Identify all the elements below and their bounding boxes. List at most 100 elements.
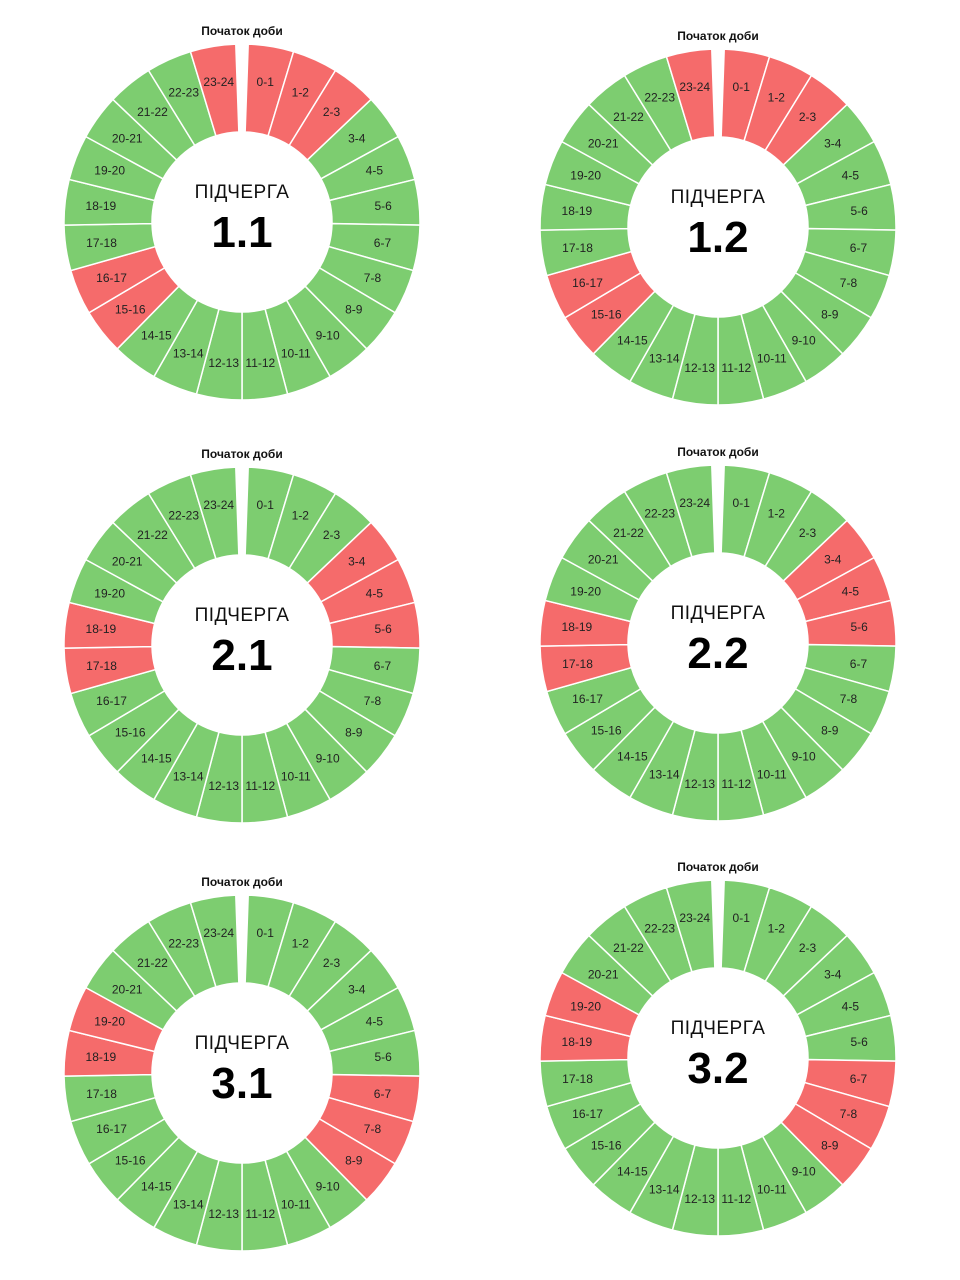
hour-label: 13-14 [649,351,680,365]
hour-label: 19-20 [570,169,601,183]
hour-label: 11-12 [721,361,751,375]
hour-label: 2-3 [799,941,817,955]
hour-label: 19-20 [570,585,601,599]
donut-svg: 0-1 1-2 2-3 3-4 4-5 5-6 6-7 7-8 8-9 9-10 10-11 11-1… [539,29,897,406]
hour-label: 20-21 [112,131,143,145]
hour-label: 7-8 [840,276,858,290]
center-queue-word: ПІДЧЕРГА [671,1018,766,1039]
center-queue-number: 3.1 [211,1059,272,1108]
hour-label: 8-9 [345,303,363,317]
hour-label: 5-6 [374,1050,392,1064]
hour-label: 22-23 [644,922,675,936]
hour-label: 14-15 [141,1179,172,1193]
hour-label: 6-7 [374,1087,392,1101]
start-of-day-label: Початок доби [677,29,758,43]
center-queue-number: 1.1 [211,208,272,257]
hour-label: 16-17 [96,1122,127,1136]
hour-label: 18-19 [86,622,117,636]
hour-label: 16-17 [96,694,127,708]
hour-label: 6-7 [850,657,868,671]
hour-segment-23-24-power [189,894,240,988]
start-of-day-label: Початок доби [201,447,282,461]
hour-label: 23-24 [203,75,234,89]
hour-label: 7-8 [364,1122,382,1136]
hour-label: 14-15 [617,749,648,763]
hour-label: 7-8 [840,692,858,706]
hour-label: 3-4 [348,982,366,996]
hour-label: 0-1 [257,498,275,512]
center-queue-word: ПІДЧЕРГА [671,187,766,208]
hour-label: 10-11 [757,767,787,781]
start-of-day-label: Початок доби [201,24,282,38]
hour-label: 21-22 [613,526,644,540]
hour-label: 15-16 [591,308,622,322]
center-queue-number: 1.2 [687,213,748,262]
hour-label: 7-8 [840,1107,858,1121]
hour-segment-23-24-power [665,879,716,973]
start-of-day-label: Початок доби [677,445,758,459]
hour-label: 0-1 [733,911,751,925]
hour-label: 1-2 [768,922,786,936]
donut-chart-1-2: 0-1 1-2 2-3 3-4 4-5 5-6 6-7 7-8 8-9 9-10 10-11 11-1… [518,27,918,427]
hour-label: 18-19 [86,199,117,213]
hour-label: 10-11 [281,1197,311,1211]
hour-label: 17-18 [86,1087,117,1101]
hour-label: 14-15 [617,1164,648,1178]
hour-label: 16-17 [572,692,603,706]
donut-chart-2-1: 0-1 1-2 2-3 3-4 4-5 5-6 6-7 7-8 8-9 9-10 10-11 11-1… [42,445,442,845]
hour-segment-23-24-power [665,464,716,558]
hour-label: 23-24 [679,80,710,94]
hour-label: 7-8 [364,694,382,708]
hour-label: 4-5 [842,1000,860,1014]
hour-label: 0-1 [733,80,751,94]
hour-label: 6-7 [850,1072,868,1086]
hour-label: 20-21 [112,982,143,996]
hour-label: 1-2 [292,509,310,523]
hour-label: 12-13 [208,779,239,793]
center-queue-word: ПІДЧЕРГА [195,1033,290,1054]
hour-label: 22-23 [644,91,675,105]
hour-label: 20-21 [588,552,619,566]
hour-label: 0-1 [257,926,275,940]
hour-label: 19-20 [94,587,125,601]
hour-label: 9-10 [792,333,816,347]
hour-label: 10-11 [757,351,787,365]
hour-label: 21-22 [137,956,168,970]
hour-label: 5-6 [374,199,392,213]
hour-label: 19-20 [570,1000,601,1014]
hour-label: 12-13 [684,1192,715,1206]
hour-label: 22-23 [644,507,675,521]
donut-svg: 0-1 1-2 2-3 3-4 4-5 5-6 6-7 7-8 8-9 9-10 10-11 11-1… [63,24,421,401]
hour-label: 20-21 [588,967,619,981]
hour-label: 18-19 [562,1035,593,1049]
hour-label: 4-5 [842,169,860,183]
hour-label: 3-4 [824,136,842,150]
hour-label: 4-5 [366,1015,384,1029]
hour-label: 14-15 [141,751,172,765]
hour-label: 3-4 [824,967,842,981]
center-queue-word: ПІДЧЕРГА [671,603,766,624]
hour-segment-23-24-outage [665,48,716,142]
hour-label: 1-2 [292,86,310,100]
hour-label: 3-4 [824,552,842,566]
hour-label: 15-16 [115,1154,146,1168]
hour-segment-23-24-outage [189,43,240,137]
hour-label: 5-6 [850,204,868,218]
hour-label: 2-3 [799,110,817,124]
hour-label: 17-18 [562,241,593,255]
hour-label: 2-3 [323,956,341,970]
hour-label: 16-17 [572,276,603,290]
hour-label: 10-11 [281,769,311,783]
hour-label: 5-6 [850,1035,868,1049]
hour-label: 12-13 [684,361,715,375]
start-of-day-label: Початок доби [677,860,758,874]
hour-label: 11-12 [245,356,275,370]
hour-label: 13-14 [649,1182,680,1196]
hour-label: 22-23 [168,937,199,951]
hour-segment-23-24-power [189,466,240,560]
hour-label: 6-7 [374,659,392,673]
hour-label: 2-3 [799,526,817,540]
center-queue-number: 2.2 [687,629,748,678]
hour-label: 20-21 [112,554,143,568]
hour-label: 13-14 [173,769,204,783]
